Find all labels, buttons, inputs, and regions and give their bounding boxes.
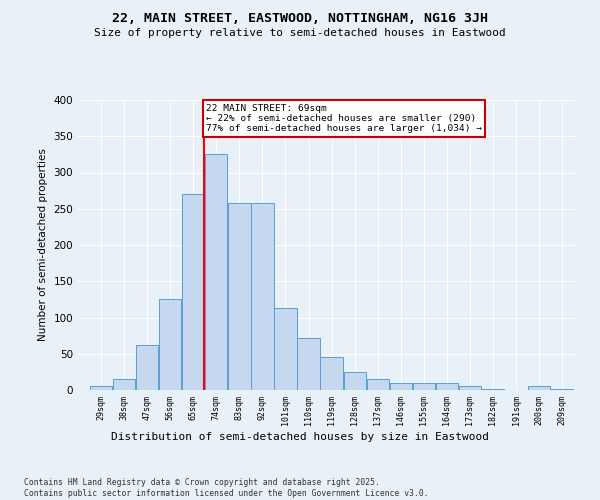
Bar bbox=[413, 384, 435, 390]
Bar bbox=[274, 308, 296, 390]
Bar bbox=[90, 386, 112, 390]
Bar bbox=[482, 388, 504, 390]
Bar bbox=[528, 386, 550, 390]
Bar bbox=[136, 345, 158, 390]
Text: Size of property relative to semi-detached houses in Eastwood: Size of property relative to semi-detach… bbox=[94, 28, 506, 38]
Bar bbox=[205, 154, 227, 390]
Y-axis label: Number of semi-detached properties: Number of semi-detached properties bbox=[38, 148, 48, 342]
Bar bbox=[367, 379, 389, 390]
Bar bbox=[159, 300, 181, 390]
Bar bbox=[251, 203, 274, 390]
Text: Distribution of semi-detached houses by size in Eastwood: Distribution of semi-detached houses by … bbox=[111, 432, 489, 442]
Text: 22, MAIN STREET, EASTWOOD, NOTTINGHAM, NG16 3JH: 22, MAIN STREET, EASTWOOD, NOTTINGHAM, N… bbox=[112, 12, 488, 26]
Bar bbox=[459, 386, 481, 390]
Text: Contains HM Land Registry data © Crown copyright and database right 2025.
Contai: Contains HM Land Registry data © Crown c… bbox=[24, 478, 428, 498]
Bar bbox=[182, 194, 205, 390]
Bar bbox=[298, 338, 320, 390]
Bar bbox=[551, 388, 574, 390]
Bar bbox=[113, 379, 135, 390]
Text: 22 MAIN STREET: 69sqm
← 22% of semi-detached houses are smaller (290)
77% of sem: 22 MAIN STREET: 69sqm ← 22% of semi-deta… bbox=[206, 104, 482, 134]
Bar bbox=[436, 384, 458, 390]
Bar bbox=[320, 358, 343, 390]
Bar bbox=[389, 383, 412, 390]
Bar bbox=[228, 203, 251, 390]
Bar bbox=[344, 372, 366, 390]
